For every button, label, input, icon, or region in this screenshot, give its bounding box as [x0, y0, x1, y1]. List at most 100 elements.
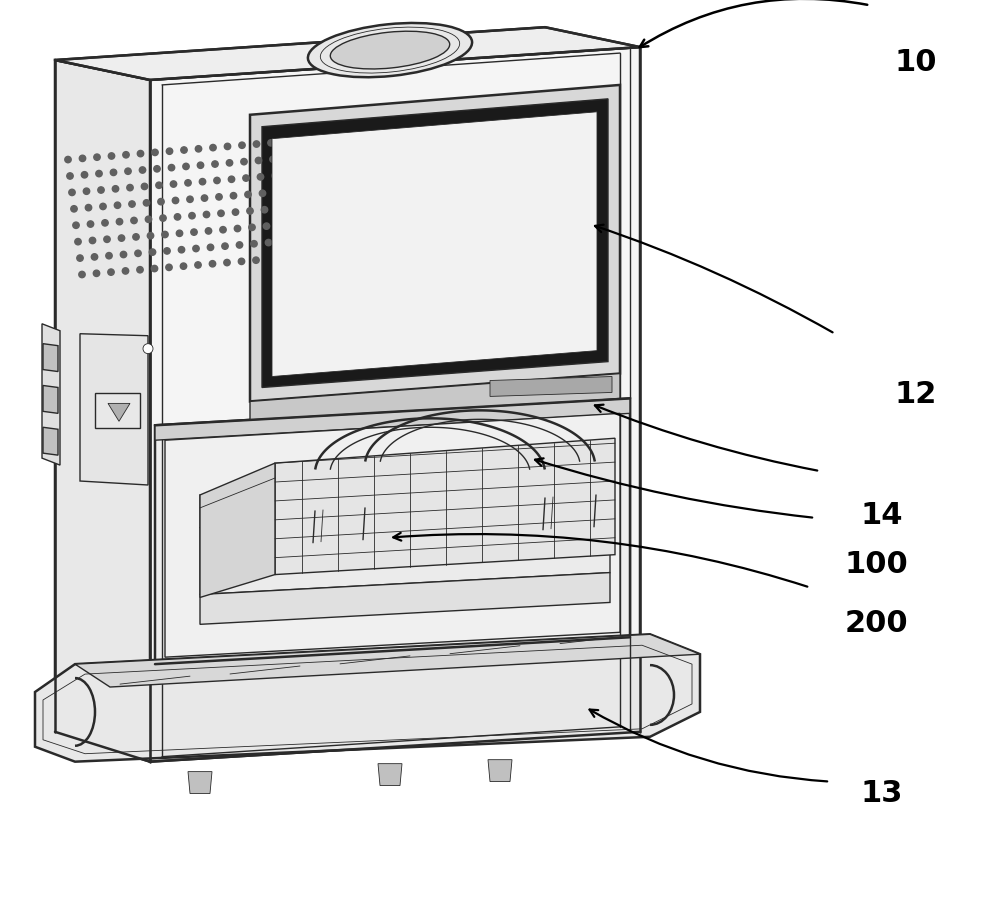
Circle shape — [143, 343, 153, 353]
Polygon shape — [55, 27, 640, 80]
Circle shape — [276, 205, 282, 212]
Circle shape — [125, 168, 131, 175]
Circle shape — [100, 204, 106, 210]
Circle shape — [212, 161, 218, 168]
Circle shape — [116, 218, 123, 225]
Circle shape — [255, 158, 262, 164]
Circle shape — [288, 187, 295, 194]
Polygon shape — [188, 771, 212, 794]
Circle shape — [75, 239, 81, 245]
Circle shape — [230, 193, 237, 199]
Circle shape — [247, 208, 253, 214]
Circle shape — [127, 185, 133, 191]
Circle shape — [253, 257, 259, 263]
Circle shape — [77, 255, 83, 261]
Circle shape — [108, 153, 115, 159]
Circle shape — [183, 163, 189, 169]
Circle shape — [340, 133, 347, 140]
Circle shape — [326, 135, 332, 141]
Circle shape — [185, 179, 191, 186]
Circle shape — [98, 187, 104, 193]
Circle shape — [203, 212, 210, 218]
Circle shape — [93, 270, 100, 277]
Circle shape — [195, 262, 201, 268]
Circle shape — [133, 233, 139, 240]
Circle shape — [313, 152, 320, 159]
Circle shape — [191, 229, 197, 235]
Circle shape — [284, 155, 291, 161]
Polygon shape — [275, 438, 615, 575]
Ellipse shape — [330, 32, 450, 69]
Polygon shape — [378, 764, 402, 786]
Polygon shape — [488, 760, 512, 781]
Circle shape — [147, 232, 154, 239]
Circle shape — [102, 220, 108, 226]
Circle shape — [156, 182, 162, 188]
Circle shape — [207, 244, 214, 250]
Circle shape — [149, 249, 156, 255]
Circle shape — [83, 188, 90, 195]
Circle shape — [170, 181, 177, 187]
Circle shape — [222, 243, 228, 250]
Circle shape — [263, 223, 270, 230]
Circle shape — [81, 171, 88, 178]
Ellipse shape — [308, 23, 472, 77]
Circle shape — [270, 156, 276, 162]
Polygon shape — [250, 85, 620, 402]
Circle shape — [158, 198, 164, 205]
Circle shape — [104, 236, 110, 242]
Circle shape — [79, 155, 86, 161]
Circle shape — [168, 165, 175, 171]
Circle shape — [315, 168, 322, 176]
Circle shape — [65, 157, 71, 163]
Polygon shape — [42, 323, 60, 465]
Circle shape — [176, 230, 183, 236]
Polygon shape — [35, 634, 700, 761]
Circle shape — [209, 260, 216, 267]
Circle shape — [224, 143, 231, 150]
Circle shape — [164, 248, 170, 254]
Polygon shape — [490, 377, 612, 396]
Circle shape — [205, 228, 212, 234]
Circle shape — [251, 241, 257, 247]
Circle shape — [110, 169, 117, 176]
Circle shape — [303, 187, 309, 193]
Circle shape — [152, 150, 158, 156]
Circle shape — [106, 252, 112, 259]
Circle shape — [299, 154, 305, 160]
Circle shape — [189, 213, 195, 219]
Circle shape — [91, 254, 98, 260]
Circle shape — [160, 215, 166, 222]
Circle shape — [249, 224, 255, 231]
Circle shape — [94, 154, 100, 160]
Circle shape — [274, 189, 280, 196]
Circle shape — [278, 222, 284, 228]
Circle shape — [181, 147, 187, 153]
Circle shape — [259, 190, 266, 196]
Polygon shape — [250, 374, 620, 425]
Polygon shape — [272, 112, 597, 377]
Circle shape — [268, 140, 274, 146]
Circle shape — [261, 206, 268, 213]
Circle shape — [122, 268, 129, 274]
Circle shape — [114, 202, 121, 208]
Circle shape — [282, 139, 289, 145]
Circle shape — [123, 151, 129, 158]
Circle shape — [224, 259, 230, 266]
Circle shape — [216, 194, 222, 200]
Circle shape — [71, 205, 77, 212]
Polygon shape — [200, 463, 275, 597]
Circle shape — [214, 177, 220, 184]
Circle shape — [174, 214, 181, 220]
Circle shape — [69, 189, 75, 196]
Circle shape — [272, 172, 278, 179]
Polygon shape — [262, 99, 608, 387]
Circle shape — [297, 137, 303, 143]
Circle shape — [143, 200, 150, 206]
Circle shape — [311, 136, 318, 142]
Circle shape — [239, 142, 245, 149]
Circle shape — [85, 205, 92, 211]
Circle shape — [228, 176, 235, 183]
Circle shape — [232, 209, 239, 215]
Polygon shape — [200, 503, 610, 595]
